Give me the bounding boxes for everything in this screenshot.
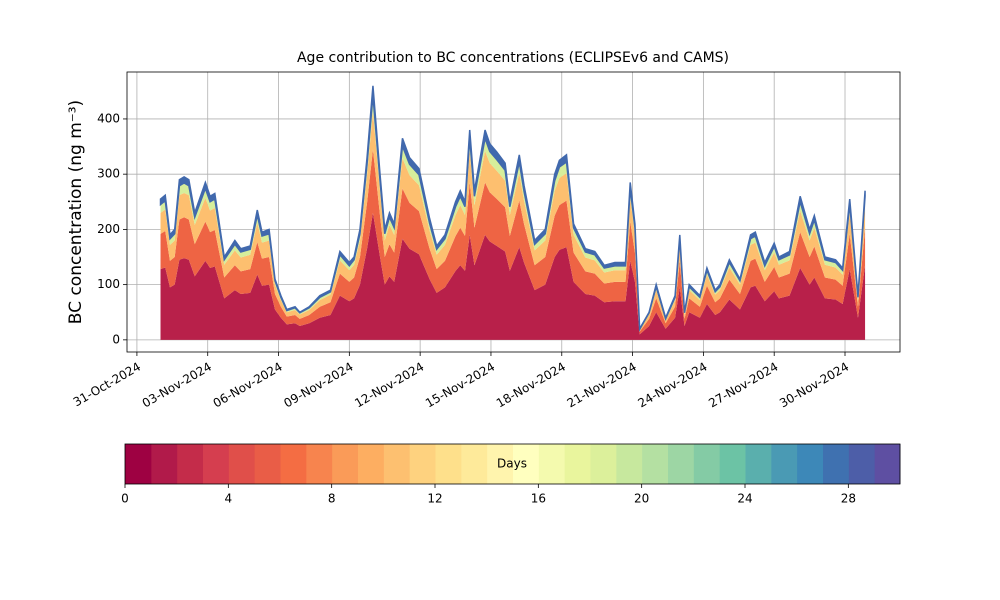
x-tick-label: 27-Nov-2024: [706, 360, 780, 411]
colorbar-frame: [124, 443, 901, 485]
y-tick-label: 300: [97, 167, 120, 181]
colorbar-tick-label: 24: [737, 492, 752, 506]
x-tick-label: 09-Nov-2024: [281, 360, 355, 411]
y-tick-label: 0: [112, 332, 120, 346]
colorbar-swatch: [409, 444, 436, 484]
x-tick-label: 15-Nov-2024: [423, 360, 497, 411]
colorbar-swatch: [331, 444, 358, 484]
colorbar-swatch: [383, 444, 410, 484]
y-axis-label: BC concentration (ng m⁻³): [66, 100, 86, 324]
x-tick-label: 21-Nov-2024: [565, 360, 639, 411]
area-layer: [160, 149, 866, 335]
colorbar-swatch: [202, 444, 229, 484]
colorbar-swatch: [512, 444, 539, 484]
area-layer: [160, 111, 866, 332]
colorbar-swatch: [822, 444, 849, 484]
y-tick-label: 400: [97, 111, 120, 125]
colorbar-swatch: [150, 444, 178, 484]
chart-title: Age contribution to BC concentrations (E…: [297, 50, 729, 66]
colorbar-swatch: [280, 444, 307, 484]
colorbar-swatch: [590, 444, 617, 484]
colorbar-swatch: [305, 444, 333, 484]
colorbar-swatch: [228, 444, 255, 484]
x-tick-label: 12-Nov-2024: [352, 360, 426, 411]
x-tick-label: 30-Nov-2024: [777, 360, 851, 411]
colorbar-swatch: [693, 444, 720, 484]
colorbar-tick-label: 4: [225, 492, 233, 506]
x-tick-label: 06-Nov-2024: [211, 360, 285, 411]
colorbar-swatch: [874, 444, 901, 484]
x-tick-label: 18-Nov-2024: [494, 360, 568, 411]
colorbar-swatch: [460, 444, 488, 484]
colorbar-swatch: [176, 444, 203, 484]
colorbar-tick-label: 8: [328, 492, 336, 506]
colorbar-tick-label: 20: [634, 492, 649, 506]
colorbar-swatch: [848, 444, 875, 484]
y-tick-label: 100: [97, 277, 120, 291]
colorbar-swatch: [125, 444, 152, 484]
colorbar-swatch: [641, 444, 668, 484]
colorbar-swatch: [564, 444, 591, 484]
x-tick-label: 31-Oct-2024: [71, 360, 143, 410]
x-tick-label: 24-Nov-2024: [635, 360, 709, 411]
y-tick-label: 200: [97, 222, 120, 236]
colorbar-tick-label: 16: [531, 492, 546, 506]
area-layer: [160, 95, 866, 330]
colorbar-tick-label: 12: [427, 492, 442, 506]
colorbar-tick-label: 28: [841, 492, 856, 506]
area-layer: [160, 212, 866, 340]
colorbar-swatch: [486, 444, 513, 484]
colorbar-swatch: [435, 444, 462, 484]
colorbar-swatch: [538, 444, 565, 484]
colorbar-swatch: [357, 444, 384, 484]
colorbar-swatch: [796, 444, 823, 484]
colorbar-swatch: [745, 444, 772, 484]
colorbar-tick-label: 0: [121, 492, 129, 506]
x-tick-label: 03-Nov-2024: [140, 360, 214, 411]
colorbar-swatch: [770, 444, 798, 484]
colorbar-swatch: [615, 444, 643, 484]
area-layer: [159, 85, 866, 332]
colorbar-swatch: [254, 444, 281, 484]
colorbar-label: Days: [497, 457, 527, 471]
colorbar-swatch: [667, 444, 694, 484]
plot-frame: [126, 71, 901, 353]
colorbar-swatch: [719, 444, 746, 484]
